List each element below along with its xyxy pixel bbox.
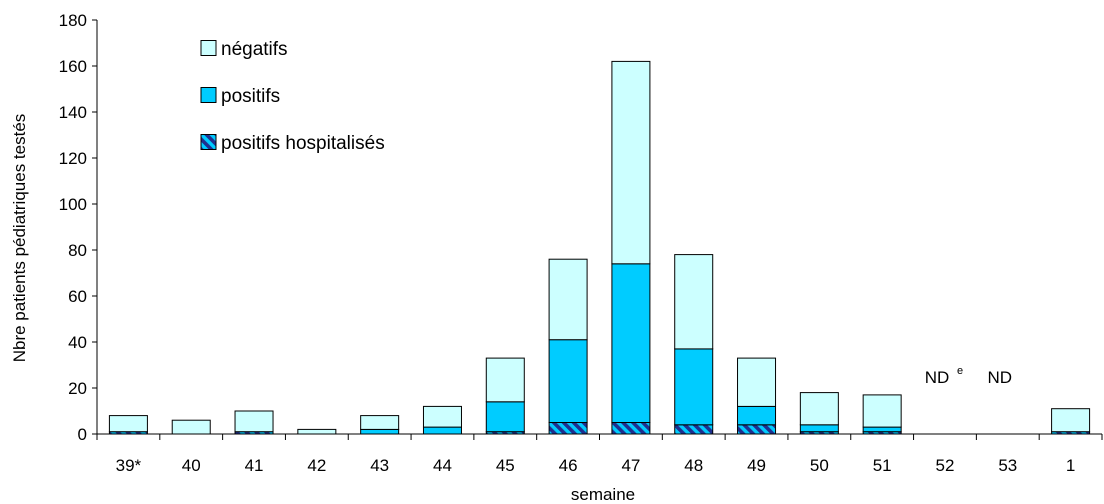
x-tick-label: 39* [116,456,142,475]
y-tick-label: 140 [59,103,87,122]
bar-segment-negatifs [548,258,588,341]
x-ticks: 39* 40 41 42 43 44 45 46 47 48 49 50 51 52 53 1 [96,434,1103,475]
annotation-superscript: e [957,365,963,377]
x-tick-label: 43 [370,456,389,475]
y-tick-label: 0 [78,425,87,444]
legend-label: positifs hospitalisés [221,133,385,154]
bar-segment-positifs [485,401,525,433]
y-tick-label: 40 [68,333,87,352]
bar-segment-negatifs [108,415,148,433]
bar-segment-negatifs [862,394,902,428]
x-tick-label: 41 [245,456,264,475]
y-tick-label: 20 [68,379,87,398]
bar-segment-negatifs [234,410,274,433]
y-tick-label: 120 [59,149,87,168]
legend-swatch [200,134,217,150]
y-axis-title: Nbre patients pédiatriques testés [10,114,29,363]
legend-label: positifs [221,86,280,107]
bar-segment-negatifs [799,392,839,426]
bar-segment-positifs [360,428,400,435]
bar-segment-positifs [737,405,777,426]
bar-segment-positifs [799,424,839,433]
annotations: ND e ND [925,365,1012,387]
x-tick-label: 51 [873,456,892,475]
bar-segment-positifs-hospitalises [737,424,777,435]
bar-segment-positifs [548,339,588,424]
legend-swatch [200,87,217,103]
x-tick-label: 49 [747,456,766,475]
bar-segment-negatifs [1051,408,1091,433]
x-tick-label: 45 [496,456,515,475]
annotation-label: ND [925,368,950,387]
legend: négatifs positifs positifs hospitalisés [200,39,385,154]
legend-swatch [200,40,217,56]
x-tick-label: 50 [810,456,829,475]
x-tick-label: 1 [1066,456,1075,475]
bar-segment-positifs-hospitalises [548,422,588,435]
bar-segment-negatifs [297,428,337,435]
bar-segment-positifs [422,426,462,435]
x-axis-title: semaine [571,485,635,504]
y-tick-label: 100 [59,195,87,214]
x-tick-label: 53 [998,456,1017,475]
bar-segment-negatifs [171,419,211,435]
x-tick-label: 42 [307,456,326,475]
x-tick-label: 52 [936,456,955,475]
x-tick-label: 48 [684,456,703,475]
bar-segment-positifs [611,263,651,423]
legend-label: négatifs [221,39,288,60]
bar-segment-positifs-hospitalises [674,424,714,435]
y-tick-label: 160 [59,57,87,76]
y-ticks: 0 20 40 60 80 100 120 140 160 180 [59,11,97,444]
bar-segment-positifs [862,426,902,433]
y-tick-label: 60 [68,287,87,306]
y-tick-label: 80 [68,241,87,260]
bar-segment-negatifs [611,60,651,265]
x-tick-label: 47 [621,456,640,475]
bar-segment-negatifs [674,254,714,350]
bar-segment-negatifs [422,405,462,428]
bar-segment-positifs-hospitalises [611,422,651,435]
x-tick-label: 46 [559,456,578,475]
bar-segment-negatifs [737,357,777,407]
bar-segment-positifs [674,348,714,426]
x-tick-label: 40 [182,456,201,475]
bar-segment-negatifs [360,415,400,430]
y-tick-label: 180 [59,11,87,30]
bar-segment-negatifs [485,357,525,403]
x-tick-label: 44 [433,456,452,475]
bars-layer [108,60,1091,435]
annotation-label: ND [988,368,1013,387]
